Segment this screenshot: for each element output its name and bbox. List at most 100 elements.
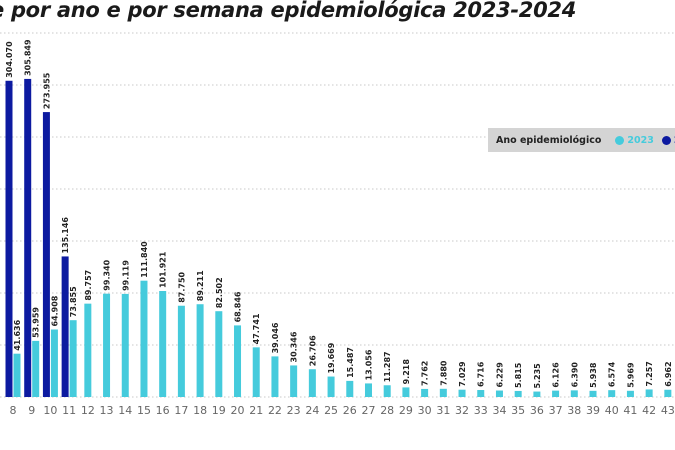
data-label: 11.287	[383, 351, 392, 382]
data-label: 41.636	[13, 319, 22, 350]
data-label: 89.757	[84, 270, 93, 301]
data-label: 101.921	[159, 251, 168, 288]
data-label: 7.880	[439, 360, 448, 386]
data-label: 304.070	[5, 41, 14, 78]
data-label: 5.815	[514, 362, 523, 388]
bar-2023-week-37	[552, 390, 560, 397]
data-label: 87.750	[177, 271, 186, 302]
data-label: 39.046	[271, 322, 280, 353]
x-tick-label: 9	[28, 404, 35, 417]
x-tick-label: 39	[586, 404, 600, 417]
x-tick-label: 21	[249, 404, 263, 417]
legend-title: Ano epidemiológico	[496, 134, 602, 146]
data-label: 7.029	[458, 361, 467, 387]
x-tick-label: 43	[661, 404, 675, 417]
legend-item-2023[interactable]: 2023	[615, 134, 654, 146]
data-label: 111.840	[140, 241, 149, 278]
x-tick-label: 37	[549, 404, 563, 417]
bar-2023-week-12	[84, 303, 92, 397]
x-tick-label: 15	[137, 404, 151, 417]
x-tick-label: 24	[305, 404, 319, 417]
x-tick-label: 36	[530, 404, 544, 417]
bar-2023-week-21	[252, 347, 260, 397]
bar-2023-week-17	[177, 305, 185, 397]
data-label: 7.257	[645, 361, 654, 386]
bar-2024-week-11	[61, 256, 69, 397]
bar-2023-week-31	[439, 388, 447, 397]
bar-2023-week-22	[271, 356, 279, 397]
data-label: 6.716	[477, 361, 486, 387]
bar-2023-week-13	[103, 293, 111, 397]
x-tick-label: 23	[287, 404, 301, 417]
x-tick-label: 11	[62, 404, 76, 417]
x-tick-label: 30	[418, 404, 432, 417]
bar-2023-week-32	[458, 389, 466, 397]
data-label: 13.056	[364, 349, 373, 380]
x-tick-label: 38	[567, 404, 581, 417]
bar-2023-week-28	[383, 385, 391, 397]
x-tick-label: 20	[231, 404, 245, 417]
data-label: 82.502	[215, 277, 224, 308]
x-tick-label: 12	[81, 404, 95, 417]
data-label: 5.969	[626, 362, 635, 388]
bar-2023-week-39	[589, 390, 597, 397]
bar-2023-week-42	[645, 389, 653, 397]
bar-2023-week-8	[13, 353, 21, 397]
x-tick-label: 14	[118, 404, 132, 417]
x-tick-label: 26	[343, 404, 357, 417]
bar-2023-week-26	[346, 380, 354, 397]
bar-2023-week-43	[664, 389, 672, 397]
data-label: 99.340	[103, 259, 112, 290]
data-label: 273.955	[42, 72, 51, 109]
legend-label-2023: 2023	[627, 134, 654, 146]
data-label: 6.229	[495, 362, 504, 388]
x-tick-label: 33	[474, 404, 488, 417]
bar-2023-week-18	[196, 304, 204, 397]
bar-2023-week-25	[327, 376, 335, 397]
bar-2024-week-10	[42, 112, 50, 398]
bar-2024-week-9	[24, 78, 32, 397]
bar-2023-week-24	[308, 369, 316, 397]
bar-2024-week-8	[5, 80, 13, 397]
bar-2023-week-33	[477, 390, 485, 397]
data-label: 6.574	[608, 361, 617, 387]
bar-2023-week-30	[421, 388, 429, 397]
x-tick-label: 28	[380, 404, 394, 417]
bar-2023-week-36	[533, 391, 541, 397]
chart-title: e por ano e por semana epidemiológica 20…	[0, 0, 577, 22]
x-tick-label: 40	[605, 404, 619, 417]
bar-2023-week-10	[50, 329, 58, 397]
data-label: 135.146	[61, 217, 70, 254]
bar-2023-week-14	[121, 293, 129, 397]
data-label: 53.959	[32, 307, 41, 338]
data-label: 19.669	[327, 342, 336, 373]
x-tick-label: 25	[324, 404, 338, 417]
data-label: 68.846	[234, 291, 243, 322]
x-tick-label: 27	[361, 404, 375, 417]
bar-2023-week-9	[32, 340, 40, 397]
bar-2023-week-34	[495, 390, 503, 397]
legend-label-2024: 2024	[674, 135, 675, 146]
x-tick-label: 18	[193, 404, 207, 417]
x-tick-label: 22	[268, 404, 282, 417]
x-tick-label: 35	[511, 404, 525, 417]
data-label: 73.855	[69, 286, 78, 317]
data-label: 305.849	[24, 39, 33, 76]
legend-dot-2023	[615, 135, 625, 145]
bar-2023-week-16	[159, 291, 167, 397]
data-label: 7.762	[421, 361, 430, 386]
data-label: 15.487	[346, 347, 355, 378]
bar-2023-week-20	[234, 325, 242, 397]
data-label: 89.211	[196, 270, 205, 301]
x-tick-label: 41	[623, 404, 637, 417]
x-tick-label: 13	[100, 404, 114, 417]
bar-2023-week-19	[215, 311, 223, 397]
data-label: 26.706	[308, 335, 317, 366]
legend-item-2024[interactable]: 2024	[661, 135, 675, 146]
x-tick-label: 31	[436, 404, 450, 417]
data-label: 6.390	[570, 362, 579, 388]
legend-dot-2024	[661, 135, 671, 145]
bar-2023-week-23	[290, 365, 298, 397]
data-label: 99.119	[121, 260, 130, 291]
